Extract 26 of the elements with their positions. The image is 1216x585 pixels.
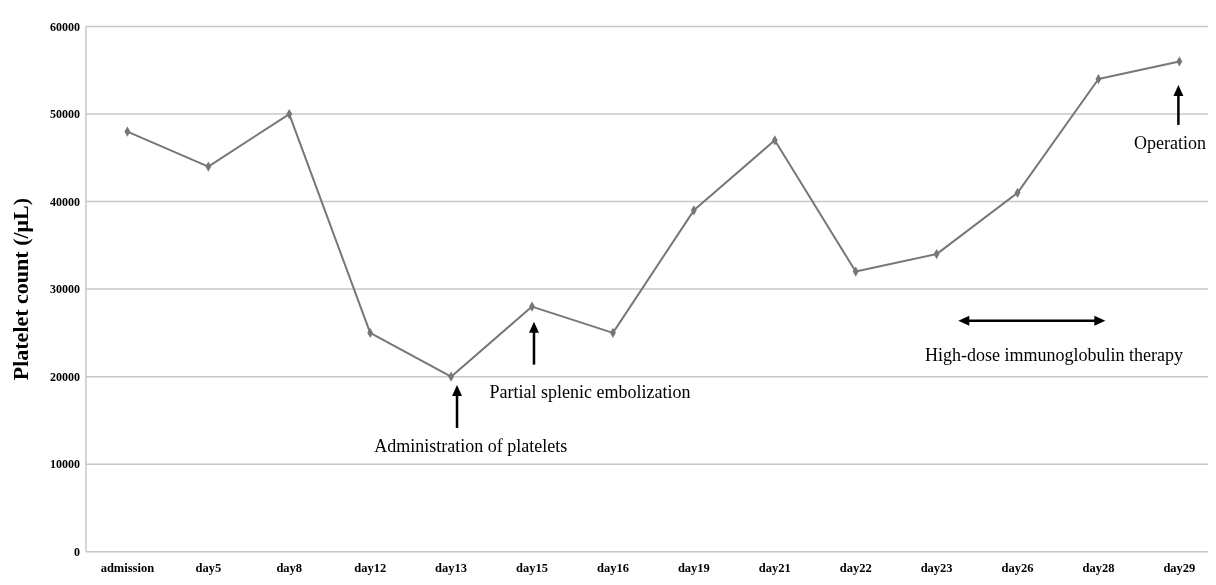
x-tick-label: day28 (1082, 560, 1115, 575)
y-tick-label: 10000 (49, 457, 80, 472)
x-tick-label: day8 (276, 560, 303, 575)
annotation: Operation (1134, 133, 1207, 154)
x-tick-label: day23 (920, 560, 953, 575)
x-tick-label: day19 (677, 560, 710, 575)
y-tick-label: 30000 (49, 282, 80, 297)
y-tick-label: 50000 (49, 107, 80, 122)
x-tick-label: day12 (354, 560, 387, 575)
y-tick-label: 40000 (49, 194, 80, 209)
annotation: Administration of platelets (374, 436, 568, 457)
y-tick-label: 60000 (49, 19, 80, 34)
x-tick-label: day29 (1163, 560, 1196, 575)
x-tick-label: admission (100, 560, 155, 575)
annotation: High-dose immunoglobulin therapy (925, 344, 1184, 365)
x-tick-label: day13 (435, 560, 468, 575)
y-tick-label: 0 (73, 544, 80, 559)
x-tick-label: day22 (839, 560, 872, 575)
x-tick-label: day21 (758, 560, 791, 575)
annotation: Partial splenic embolization (489, 381, 691, 402)
y-tick-label: 20000 (49, 369, 80, 384)
x-tick-label: day15 (516, 560, 548, 575)
x-tick-label: day16 (596, 560, 629, 575)
x-tick-label: day5 (195, 560, 222, 575)
y-axis-title: Platelet count (/μL) (8, 197, 33, 381)
x-tick-label: day26 (1001, 560, 1034, 575)
